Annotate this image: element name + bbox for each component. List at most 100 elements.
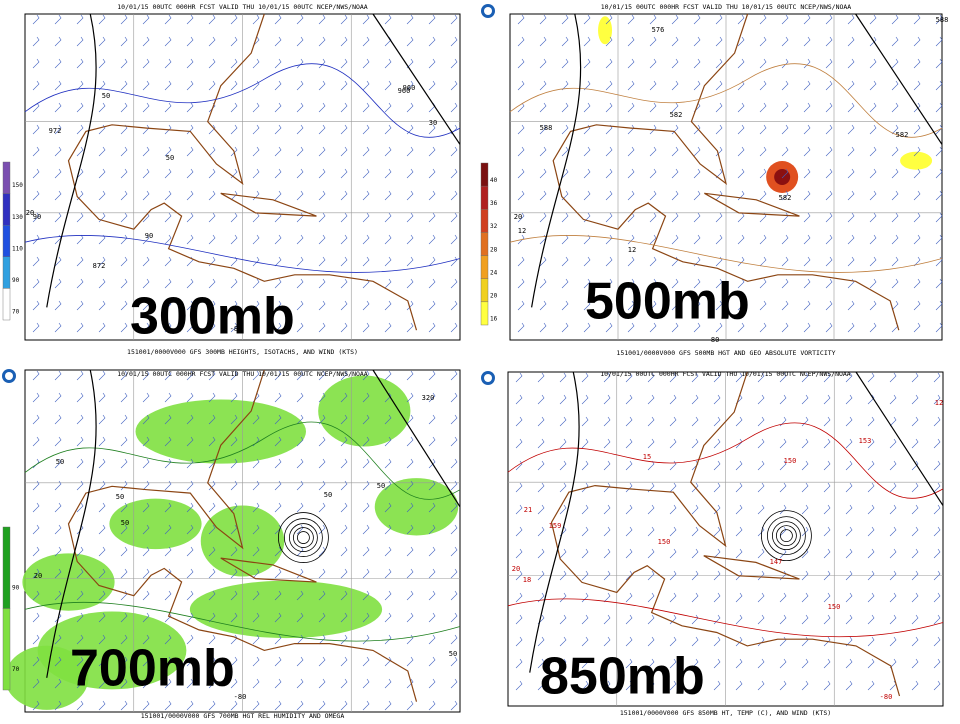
wind-barb xyxy=(627,190,635,201)
wind-barb xyxy=(362,590,370,601)
wind-barb xyxy=(759,58,767,69)
wind-barb xyxy=(76,480,84,491)
wind-barb xyxy=(384,370,392,381)
wind-barb xyxy=(517,36,525,47)
wind-barb xyxy=(537,636,545,647)
wind-barb xyxy=(450,146,458,157)
colorbar-label: 90 xyxy=(12,585,20,592)
wind-barb xyxy=(340,80,348,91)
wind-barb xyxy=(274,14,282,25)
wind-barb xyxy=(252,36,260,47)
wind-barb xyxy=(120,480,128,491)
level-label: 700mb xyxy=(70,640,235,698)
wind-barb xyxy=(274,234,282,245)
wind-barb xyxy=(186,102,194,113)
wind-barb xyxy=(713,438,721,449)
wind-barb xyxy=(713,658,721,669)
wind-barb xyxy=(450,322,458,333)
wind-barb xyxy=(384,700,392,711)
wind-barb xyxy=(627,168,635,179)
wind-barb xyxy=(913,80,921,91)
wind-barb xyxy=(933,570,941,581)
wind-barb xyxy=(715,300,723,311)
wind-barb xyxy=(779,460,787,471)
wind-barb xyxy=(869,234,877,245)
wind-barb xyxy=(647,394,655,405)
wind-barb xyxy=(32,278,40,289)
wind-barb xyxy=(935,14,943,25)
wind-barb xyxy=(759,322,767,333)
wind-barb xyxy=(142,102,150,113)
wind-barb xyxy=(142,414,150,425)
wind-barb xyxy=(869,80,877,91)
wind-barb xyxy=(428,436,436,447)
noaa-logo-inner xyxy=(484,7,492,15)
wind-barb xyxy=(274,80,282,91)
wind-barb xyxy=(693,168,701,179)
map-footer: 151001/0000V000 GFS 700MB HGT REL HUMIDI… xyxy=(141,712,345,720)
colorbar-label: 32 xyxy=(490,223,498,230)
wind-barb xyxy=(318,524,326,535)
wind-barb xyxy=(120,414,128,425)
wind-barb xyxy=(801,570,809,581)
contour-label: 15 xyxy=(643,453,651,461)
wind-barb xyxy=(340,612,348,623)
contour-label: 960 xyxy=(398,87,411,95)
wind-barb xyxy=(735,416,743,427)
wind-barb xyxy=(781,58,789,69)
wind-barb xyxy=(581,614,589,625)
wind-barb xyxy=(649,278,657,289)
hurricane-contour xyxy=(292,527,314,548)
wind-barb xyxy=(252,58,260,69)
wind-barb xyxy=(186,458,194,469)
wind-barb xyxy=(186,80,194,91)
wind-barb xyxy=(825,58,833,69)
wind-barb xyxy=(362,300,370,311)
wind-barb xyxy=(581,526,589,537)
wind-barb xyxy=(296,168,304,179)
wind-barb xyxy=(913,190,921,201)
wind-barb xyxy=(823,636,831,647)
wind-barb xyxy=(515,680,523,691)
wind-barb xyxy=(891,124,899,135)
wind-barb xyxy=(296,436,304,447)
wind-barb xyxy=(252,146,260,157)
wind-barb xyxy=(847,124,855,135)
wind-barb xyxy=(911,614,919,625)
wind-barb xyxy=(406,480,414,491)
noaa-logo-inner xyxy=(484,374,492,382)
contour-label: 588 xyxy=(540,124,553,132)
wind-barb xyxy=(252,168,260,179)
noaa-logo-inner xyxy=(5,372,13,380)
wind-barb xyxy=(164,480,172,491)
island xyxy=(703,555,800,580)
wind-barb xyxy=(252,212,260,223)
wind-barb xyxy=(625,636,633,647)
wind-barb xyxy=(825,102,833,113)
wind-barb xyxy=(737,58,745,69)
wind-barb xyxy=(891,58,899,69)
contour-line xyxy=(24,601,461,642)
wind-barb xyxy=(230,612,238,623)
wind-barb xyxy=(208,480,216,491)
wind-barb xyxy=(428,590,436,601)
wind-barb xyxy=(32,546,40,557)
wind-barb xyxy=(318,436,326,447)
wind-barb xyxy=(142,58,150,69)
wind-barb xyxy=(318,414,326,425)
wind-barb xyxy=(913,322,921,333)
wind-barb xyxy=(515,460,523,471)
wind-barb xyxy=(891,102,899,113)
wind-barb xyxy=(230,414,238,425)
hurricane-contour xyxy=(760,510,812,562)
wind-barb xyxy=(230,124,238,135)
wind-barb xyxy=(120,102,128,113)
wind-barb xyxy=(823,614,831,625)
wind-barb xyxy=(625,394,633,405)
wind-barb xyxy=(627,102,635,113)
wind-barb xyxy=(362,524,370,535)
wind-barb xyxy=(120,436,128,447)
wind-barb xyxy=(847,300,855,311)
wind-barb xyxy=(867,394,875,405)
wind-barb xyxy=(867,482,875,493)
